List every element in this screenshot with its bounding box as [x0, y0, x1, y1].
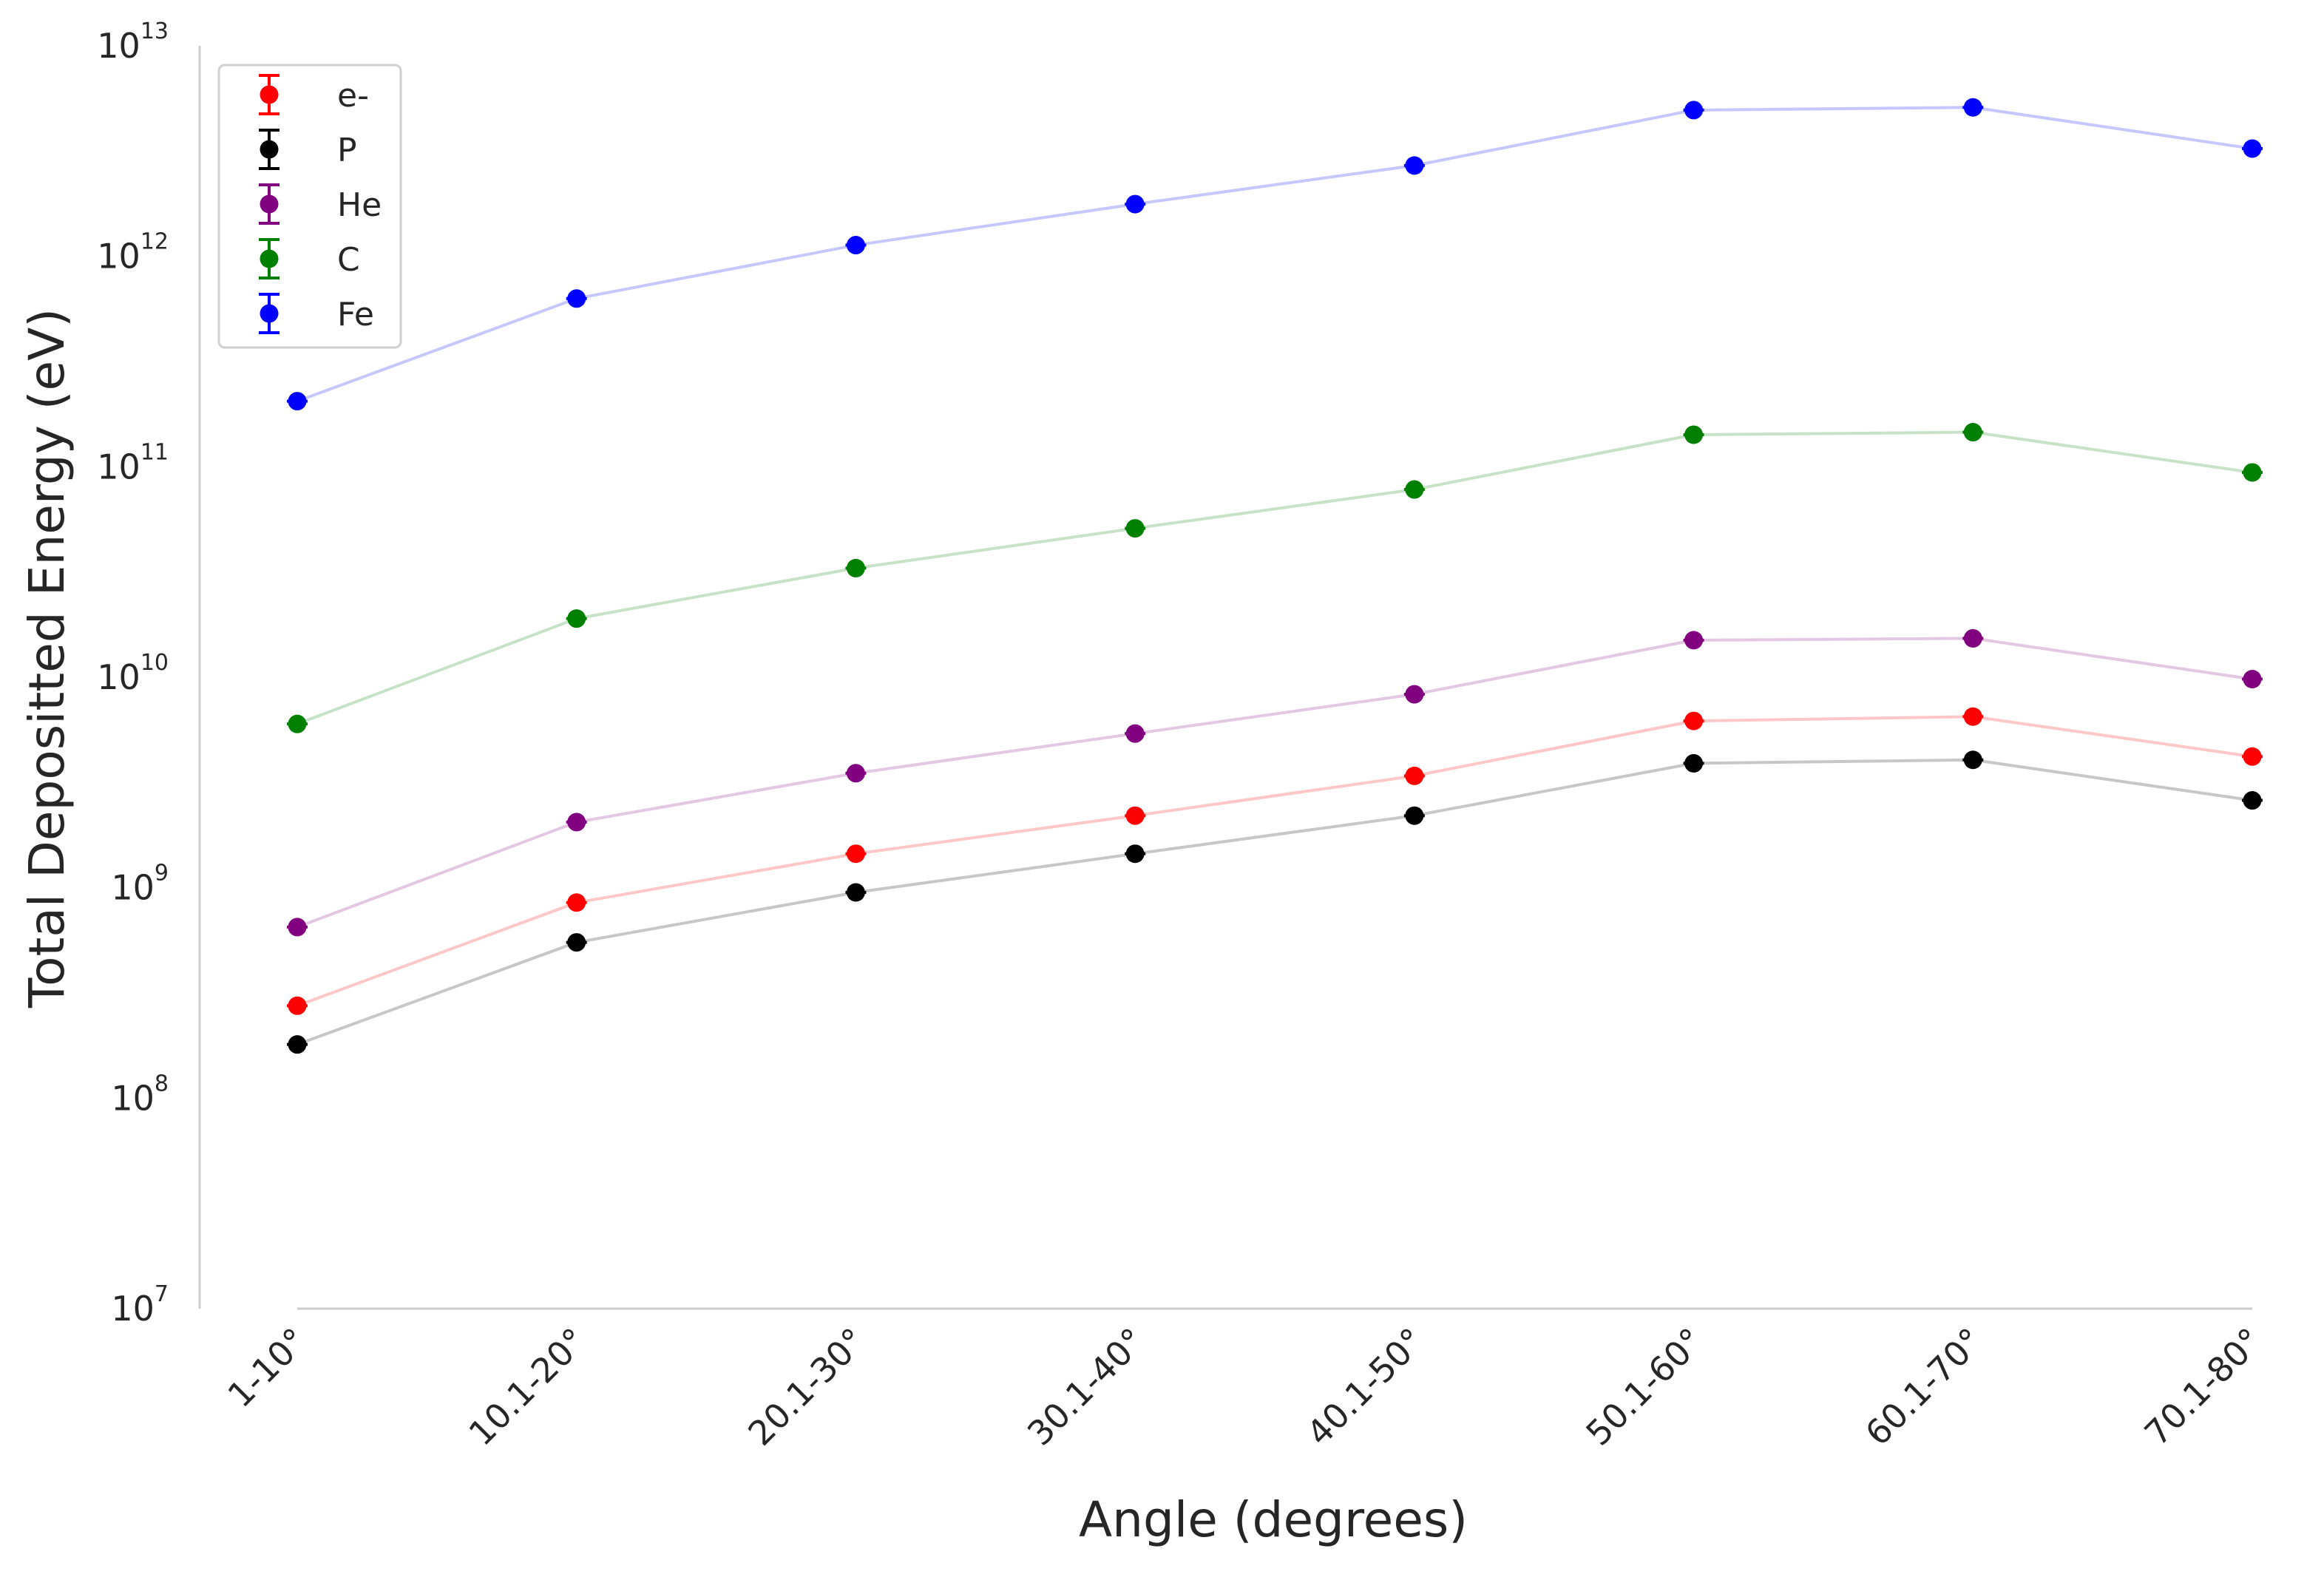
y-tick-label: 109: [111, 861, 169, 908]
x-tick-label: 30.1-40°: [1020, 1320, 1153, 1454]
x-tick-label: 20.1-30°: [740, 1320, 873, 1454]
x-tick-label: 40.1-50°: [1299, 1320, 1432, 1454]
x-tick-label: 1-10°: [220, 1320, 315, 1415]
series-line: [297, 715, 2253, 1008]
data-point: [1963, 750, 1982, 770]
legend-entry: Fe: [259, 293, 374, 334]
data-point: [1405, 156, 1424, 175]
data-point: [1963, 423, 1982, 442]
axes: [198, 46, 2252, 1310]
data-point: [1405, 806, 1424, 825]
data-point: [1405, 480, 1424, 499]
data-point: [846, 558, 865, 577]
data-point: [846, 883, 865, 902]
data-point: [567, 933, 586, 952]
data-point: [846, 764, 865, 783]
series-line: [297, 430, 2253, 726]
data-point: [2243, 791, 2262, 810]
data-point: [567, 893, 586, 912]
legend-marker: [260, 140, 279, 159]
y-tick-label: 1011: [97, 439, 169, 486]
data-point: [288, 392, 307, 411]
legend-label: C: [337, 241, 360, 279]
x-tick-label: 50.1-60°: [1578, 1320, 1711, 1454]
y-tick-label: 107: [111, 1281, 169, 1329]
legend-entry: C: [259, 238, 360, 279]
series-line: [297, 106, 2253, 403]
series-P: [287, 750, 2263, 1054]
legend-entry: e-: [259, 74, 369, 115]
data-point: [1963, 628, 1982, 648]
data-point: [1125, 724, 1145, 743]
data-point: [288, 1035, 307, 1054]
series-C: [287, 423, 2263, 733]
y-tick-label: 1010: [97, 650, 169, 697]
data-point: [1684, 425, 1704, 444]
data-point: [567, 289, 586, 308]
legend-label: P: [337, 132, 357, 169]
data-point: [1125, 806, 1145, 825]
data-point: [288, 714, 307, 733]
data-point: [1125, 194, 1145, 214]
legend-label: He: [337, 186, 382, 224]
x-tick-label: 70.1-80°: [2137, 1320, 2270, 1454]
series-line: [297, 758, 2253, 1046]
y-tick-label: 1013: [97, 18, 169, 66]
data-point: [846, 844, 865, 864]
legend-marker: [260, 304, 279, 323]
x-tick-label: 10.1-20°: [461, 1320, 594, 1454]
legend-entry: He: [259, 183, 382, 225]
data-point: [1684, 711, 1704, 730]
series-Fe: [287, 98, 2263, 411]
legend-marker: [260, 249, 279, 268]
data-point: [1684, 631, 1704, 650]
y-axis-title: Total Depositted Energy (eV): [18, 308, 75, 1008]
series-layer: [287, 98, 2263, 1054]
data-point: [2243, 139, 2262, 158]
y-tick-label: 108: [111, 1071, 169, 1118]
data-point: [1963, 707, 1982, 726]
data-point: [2243, 747, 2262, 766]
data-point: [1684, 101, 1704, 120]
data-point: [2243, 669, 2262, 688]
data-point: [1125, 844, 1145, 864]
data-point: [288, 918, 307, 937]
data-point: [1963, 98, 1982, 117]
data-point: [1405, 685, 1424, 704]
data-point: [846, 236, 865, 255]
data-point: [567, 609, 586, 628]
legend-label: e-: [337, 77, 369, 115]
y-tick-label: 1012: [97, 229, 169, 277]
series-line: [297, 637, 2253, 929]
data-point: [1684, 753, 1704, 773]
legend-entry: P: [259, 129, 357, 170]
data-point: [1405, 766, 1424, 785]
legend: e- P He C Fe: [217, 64, 402, 349]
legend-marker: [260, 85, 279, 104]
y-axis-ticks: 107 108 109 1010 1011 1012 1013: [97, 18, 169, 1329]
x-tick-label: 60.1-70°: [1857, 1320, 1991, 1454]
data-point: [1125, 519, 1145, 538]
x-axis-title: Angle (degrees): [1079, 1491, 1468, 1548]
data-point: [2243, 463, 2262, 482]
legend-label: Fe: [337, 296, 374, 333]
data-point: [567, 813, 586, 832]
series-e-: [287, 707, 2263, 1015]
data-point: [288, 996, 307, 1015]
series-He: [287, 628, 2263, 937]
legend-marker: [260, 194, 279, 214]
x-axis-ticks: 1-10° 10.1-20° 20.1-30° 30.1-40° 40.1-50° 50.…: [220, 1320, 2270, 1454]
